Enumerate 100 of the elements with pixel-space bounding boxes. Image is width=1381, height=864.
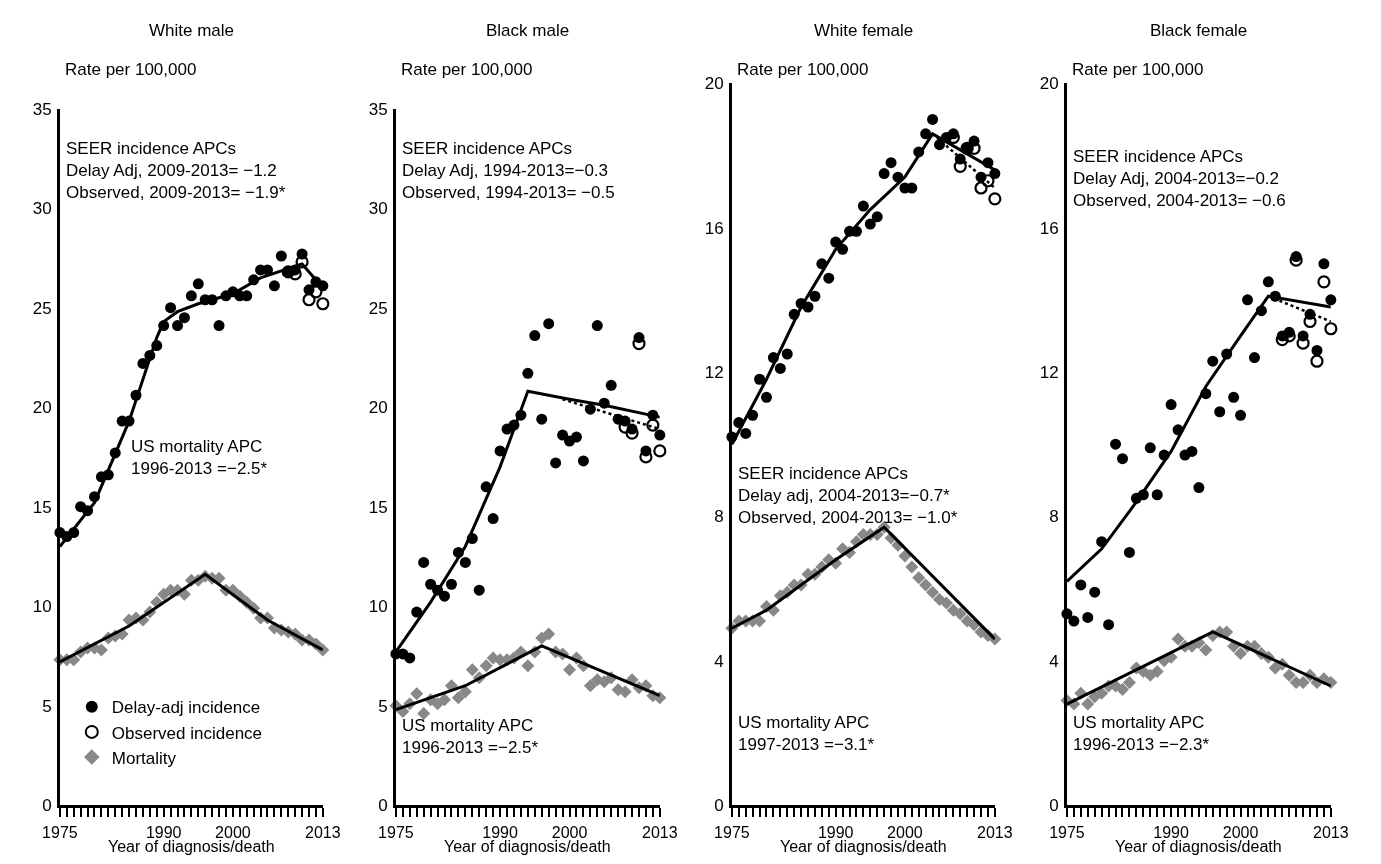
point xyxy=(1115,683,1129,697)
y-tick-label: 5 xyxy=(378,696,388,716)
y-tick-label: 12 xyxy=(1039,362,1059,382)
y-tick-label: 16 xyxy=(704,218,724,238)
point xyxy=(1110,438,1122,450)
chart-title: White male xyxy=(149,21,235,40)
point xyxy=(878,168,890,180)
y-tick-label: 30 xyxy=(32,199,52,219)
point xyxy=(1068,615,1080,627)
point xyxy=(1303,314,1317,329)
point xyxy=(754,373,766,385)
y-tick-label: 20 xyxy=(368,398,388,418)
point xyxy=(857,200,869,212)
point xyxy=(1075,579,1087,591)
legend-label: Delay-adj incidence xyxy=(111,698,261,718)
y-tick-label: 35 xyxy=(32,99,52,119)
y-axis-title: Rate per 100,000 xyxy=(1072,60,1204,79)
point xyxy=(275,250,287,262)
point xyxy=(1186,445,1198,457)
point xyxy=(920,128,932,140)
point xyxy=(1150,665,1164,679)
point xyxy=(927,113,939,125)
point xyxy=(185,290,197,302)
point xyxy=(439,590,451,602)
point xyxy=(192,278,204,290)
chart-title: White female xyxy=(814,21,914,40)
point xyxy=(953,607,967,621)
point xyxy=(1081,697,1095,711)
point xyxy=(178,312,190,324)
point xyxy=(1165,399,1177,411)
point xyxy=(1311,344,1323,356)
point xyxy=(268,280,280,292)
point xyxy=(172,320,184,332)
point xyxy=(550,457,562,469)
point xyxy=(570,431,582,443)
point xyxy=(1199,643,1213,657)
y-tick-label: 15 xyxy=(368,497,388,517)
y-tick-label: 0 xyxy=(378,796,388,816)
point xyxy=(885,157,897,169)
point xyxy=(316,297,330,311)
point xyxy=(458,685,472,699)
y-axis-title: Rate per 100,000 xyxy=(65,60,197,79)
y-tick-label: 20 xyxy=(32,398,52,418)
y-tick-label: 8 xyxy=(1049,507,1059,527)
point xyxy=(542,627,556,641)
x-axis-title: Year of diagnosis/death xyxy=(780,838,947,855)
point xyxy=(1296,336,1310,350)
annotation: SEER incidence APCs Delay Adj, 2009-2013= −1.2 Observed, 2009-2013= −1.9* xyxy=(66,139,286,203)
point xyxy=(646,418,660,432)
point xyxy=(583,679,597,693)
x-tick-label: 1975 xyxy=(378,824,414,842)
point xyxy=(905,560,919,574)
x-tick-label: 2013 xyxy=(1313,824,1349,842)
point xyxy=(1248,352,1260,364)
point xyxy=(1325,294,1337,306)
legend-label: Observed incidence xyxy=(111,723,263,743)
point xyxy=(774,362,786,374)
x-axis-title: Year of diagnosis/death xyxy=(444,838,611,855)
point xyxy=(417,707,431,721)
y-tick-label: 4 xyxy=(714,651,724,671)
point xyxy=(445,578,457,590)
point xyxy=(1095,686,1109,700)
point xyxy=(487,513,499,525)
point xyxy=(213,320,225,332)
point xyxy=(988,192,1002,206)
y-tick-label: 25 xyxy=(368,298,388,318)
x-tick-label: 1975 xyxy=(1049,824,1085,842)
annotation: SEER incidence APCs Delay Adj, 2004-2013=−0.2 Observed, 2004-2013= −0.6 xyxy=(1073,147,1286,211)
y-tick-label: 12 xyxy=(704,362,724,382)
point xyxy=(653,444,667,458)
point xyxy=(1262,276,1274,288)
point xyxy=(1234,647,1248,661)
point xyxy=(1282,668,1296,682)
point xyxy=(981,174,995,188)
point xyxy=(926,585,940,599)
point xyxy=(639,450,653,464)
point xyxy=(418,556,430,568)
point xyxy=(605,379,617,391)
point xyxy=(919,578,933,592)
point xyxy=(410,687,424,701)
y-tick-label: 30 xyxy=(368,199,388,219)
y-tick-label: 10 xyxy=(32,597,52,617)
point xyxy=(1171,632,1185,646)
y-tick-label: 8 xyxy=(714,507,724,527)
point xyxy=(1144,442,1156,454)
point xyxy=(1242,294,1254,306)
point xyxy=(1089,586,1101,598)
y-tick-label: 5 xyxy=(42,696,52,716)
point xyxy=(618,685,632,699)
chart-title: Black female xyxy=(1150,21,1248,40)
point xyxy=(521,659,535,673)
x-tick-label: 1975 xyxy=(42,824,78,842)
point xyxy=(563,663,577,677)
y-tick-label: 10 xyxy=(368,597,388,617)
annotation: US mortality APC 1997-2013 =−3.1* xyxy=(738,713,875,755)
point xyxy=(654,429,666,441)
y-tick-label: 0 xyxy=(1049,796,1059,816)
x-tick-label: 2013 xyxy=(642,824,678,842)
point xyxy=(1122,675,1136,689)
point xyxy=(1228,391,1240,403)
